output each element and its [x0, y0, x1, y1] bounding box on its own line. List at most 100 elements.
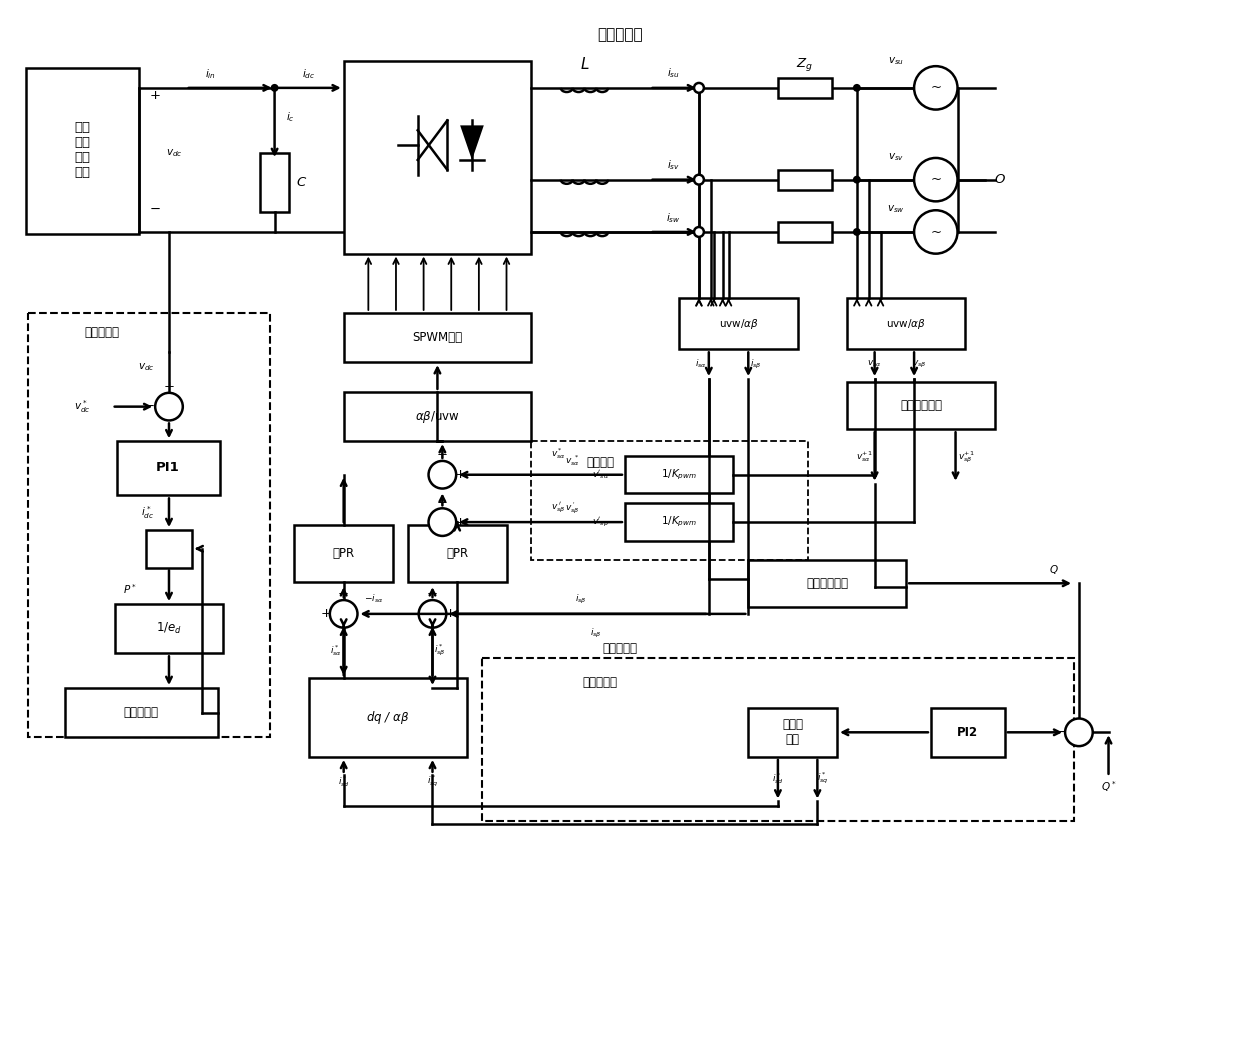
Text: $i_{sd}^*$: $i_{sd}^*$	[773, 772, 784, 787]
Text: $\alpha\beta$/uvw: $\alpha\beta$/uvw	[415, 408, 460, 424]
Text: $1/K_{pwm}$: $1/K_{pwm}$	[661, 515, 697, 529]
Text: $v'_{s\beta}$: $v'_{s\beta}$	[591, 515, 609, 529]
Text: $Q^*$: $Q^*$	[1101, 779, 1116, 794]
Bar	[748, 560, 906, 607]
Text: SPWM调制: SPWM调制	[413, 331, 463, 345]
Bar	[625, 456, 734, 494]
Text: $v_{dc}$: $v_{dc}$	[138, 361, 154, 373]
Circle shape	[429, 461, 456, 489]
Text: $v_{s\beta}^{\ \prime}$: $v_{s\beta}^{\ \prime}$	[552, 501, 565, 515]
Text: $i_{sq}^*$: $i_{sq}^*$	[816, 771, 828, 787]
Text: $v_{s\alpha}$: $v_{s\alpha}$	[867, 359, 882, 370]
Text: $v_{dc}^*$: $v_{dc}^*$	[74, 399, 91, 416]
Bar	[66, 688, 218, 738]
Circle shape	[694, 175, 704, 184]
Text: $v_{s\alpha}^{\ *}$: $v_{s\alpha}^{\ *}$	[565, 454, 580, 469]
Circle shape	[155, 393, 182, 421]
Text: $v'_{s\alpha}$: $v'_{s\alpha}$	[591, 469, 609, 481]
Text: −: −	[144, 400, 155, 413]
Text: +: +	[164, 381, 175, 393]
Circle shape	[694, 227, 704, 236]
Bar	[343, 313, 531, 363]
Bar	[680, 298, 797, 350]
Text: $i_{s\beta}$: $i_{s\beta}$	[574, 593, 587, 605]
Circle shape	[330, 600, 357, 628]
Text: $i_c$: $i_c$	[286, 110, 295, 124]
Text: $v_{dc}$: $v_{dc}$	[166, 147, 182, 159]
Bar	[343, 61, 531, 253]
Text: $v_{sv}$: $v_{sv}$	[888, 152, 904, 163]
Text: $Z_g$: $Z_g$	[796, 56, 813, 73]
Text: 检测无功功率: 检测无功功率	[806, 577, 848, 589]
Text: 正序基波提取: 正序基波提取	[900, 400, 942, 412]
Text: 三相逆变桥: 三相逆变桥	[598, 28, 642, 42]
Text: 准PR: 准PR	[446, 547, 469, 560]
Bar	[531, 441, 807, 560]
Bar	[748, 708, 837, 757]
Circle shape	[853, 176, 861, 183]
Text: $i_{in}$: $i_{in}$	[205, 67, 216, 81]
Bar	[115, 604, 223, 653]
Circle shape	[429, 509, 456, 536]
Text: +: +	[149, 89, 160, 102]
Text: uvw/$\alpha\beta$: uvw/$\alpha\beta$	[718, 317, 759, 331]
Text: +: +	[455, 469, 466, 481]
Text: $i_{s\alpha}$: $i_{s\alpha}$	[694, 358, 707, 370]
Text: PI2: PI2	[957, 726, 978, 739]
Text: ~: ~	[930, 82, 941, 94]
Text: $v_{s\alpha}^*$: $v_{s\alpha}^*$	[551, 446, 565, 461]
Bar	[777, 170, 832, 190]
Bar	[931, 708, 1004, 757]
Bar	[625, 504, 734, 541]
Bar	[27, 313, 269, 738]
Bar	[260, 153, 289, 212]
Text: $i_{sw}$: $i_{sw}$	[666, 211, 681, 225]
Text: $i_{s\beta}$: $i_{s\beta}$	[590, 628, 603, 640]
Bar	[777, 78, 832, 98]
Circle shape	[914, 66, 957, 109]
Text: 前馈控制: 前馈控制	[587, 457, 614, 470]
Text: ~: ~	[930, 226, 941, 238]
Text: $v_{s\beta}^{+1}$: $v_{s\beta}^{+1}$	[957, 449, 975, 464]
Text: 无功控制环: 无功控制环	[583, 676, 618, 689]
Circle shape	[419, 600, 446, 628]
Text: uvw/$\alpha\beta$: uvw/$\alpha\beta$	[887, 317, 926, 331]
Bar	[146, 530, 192, 567]
Text: −: −	[427, 587, 438, 601]
Text: −: −	[339, 587, 350, 601]
Text: ~: ~	[930, 173, 941, 187]
Text: $O$: $O$	[994, 173, 1006, 187]
Text: $i_{s\beta}$: $i_{s\beta}$	[750, 357, 761, 371]
Text: PI1: PI1	[156, 461, 180, 474]
Bar	[343, 392, 531, 441]
Text: −: −	[1055, 726, 1066, 739]
Text: +: +	[436, 448, 448, 461]
Text: 有功控制环: 有功控制环	[84, 326, 119, 339]
Text: +: +	[320, 607, 331, 620]
Text: $i_{s\beta}^*$: $i_{s\beta}^*$	[434, 642, 446, 658]
Text: $L$: $L$	[579, 56, 589, 72]
Bar	[777, 223, 832, 242]
Text: +: +	[436, 496, 448, 509]
Text: $C$: $C$	[295, 176, 306, 189]
Polygon shape	[460, 125, 484, 160]
Bar	[117, 441, 221, 495]
Text: 电流控制环: 电流控制环	[603, 642, 637, 655]
Text: $v_{s\beta}^{\ '}$: $v_{s\beta}^{\ '}$	[565, 500, 580, 516]
Text: $1/K_{pwm}$: $1/K_{pwm}$	[661, 467, 697, 482]
Text: $v_{sw}$: $v_{sw}$	[888, 204, 905, 215]
Text: $i_{sv}$: $i_{sv}$	[667, 158, 680, 172]
Circle shape	[853, 228, 861, 236]
Text: $P^*$: $P^*$	[123, 582, 136, 596]
Text: $i_{s\alpha}^*$: $i_{s\alpha}^*$	[330, 643, 342, 658]
Text: $v_{s\alpha}^{+1}$: $v_{s\alpha}^{+1}$	[856, 449, 873, 464]
Text: −: −	[149, 202, 160, 216]
Circle shape	[914, 158, 957, 201]
Text: $i_{sd}^*$: $i_{sd}^*$	[337, 774, 350, 789]
Bar	[847, 382, 994, 429]
Bar	[309, 678, 467, 757]
Text: $-i_{s\alpha}$: $-i_{s\alpha}$	[363, 593, 383, 605]
Circle shape	[914, 210, 957, 253]
Text: $v_{s\beta}$: $v_{s\beta}$	[911, 358, 926, 370]
Text: 二次陷
波器: 二次陷 波器	[782, 719, 804, 746]
